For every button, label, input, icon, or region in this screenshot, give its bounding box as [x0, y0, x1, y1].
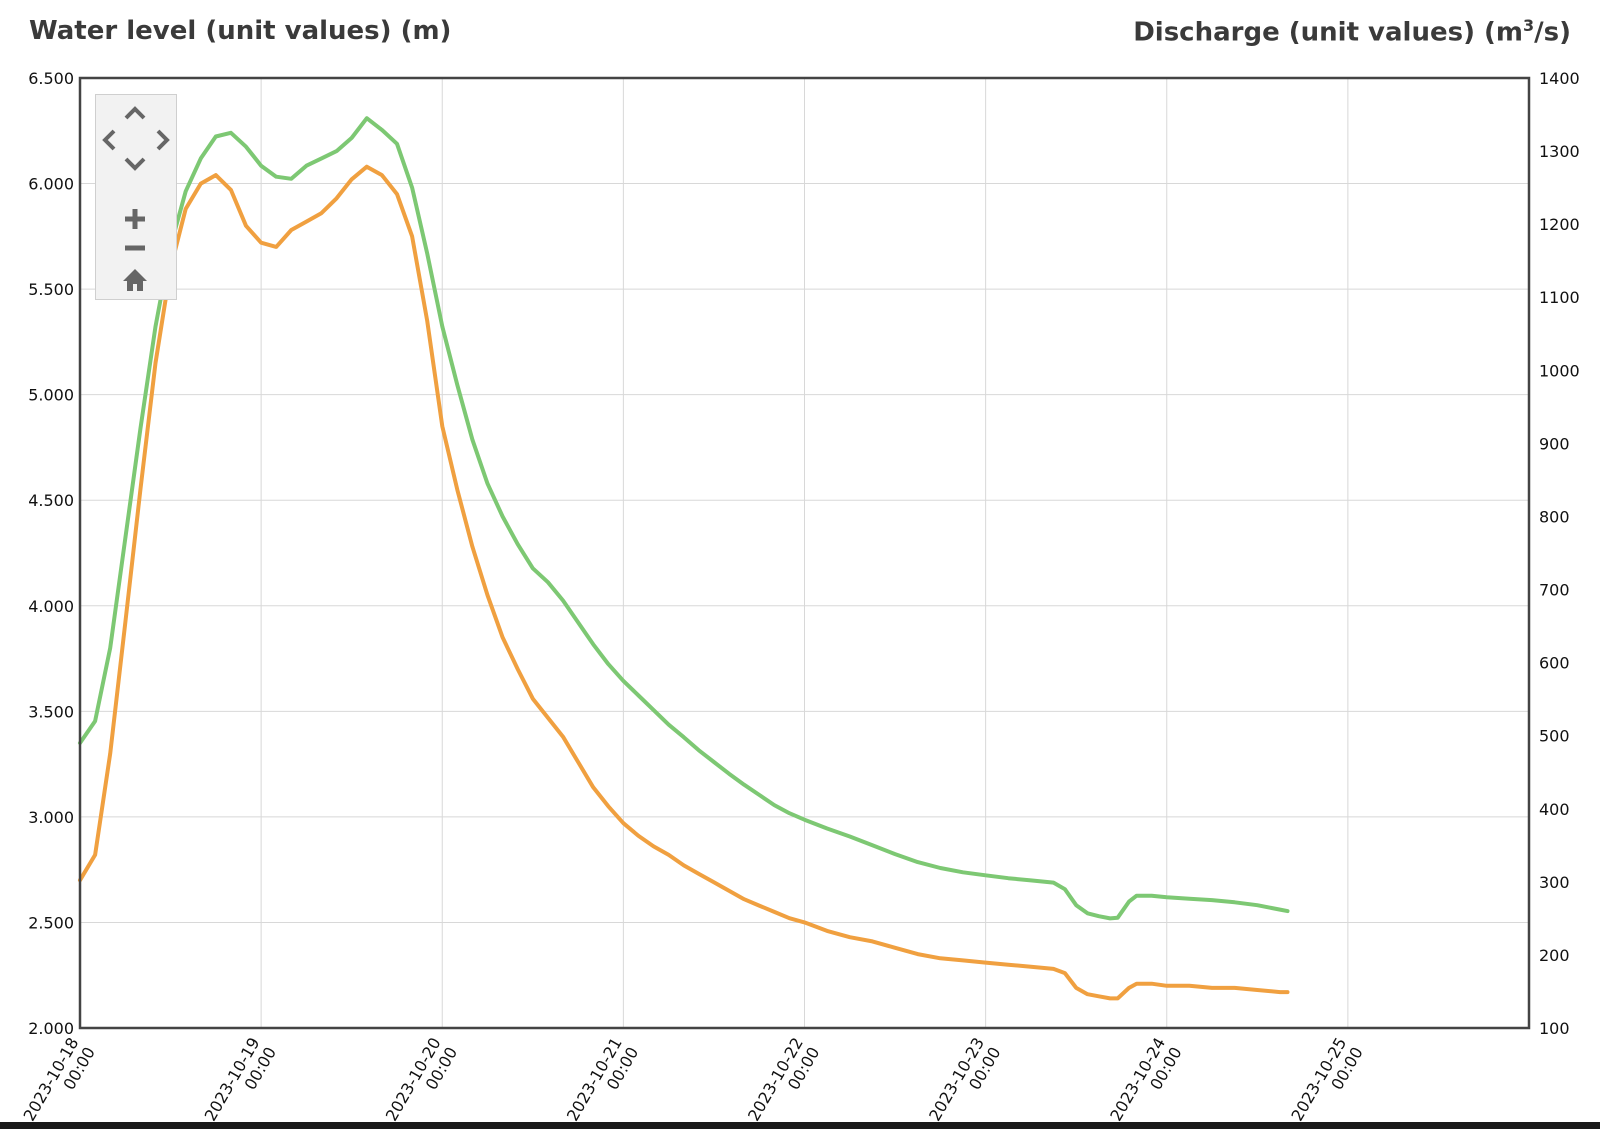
reset-zoom-button[interactable]: [122, 267, 148, 293]
y-right-tick-label: 100: [1539, 1019, 1570, 1038]
y-right-tick-label: 400: [1539, 800, 1570, 819]
water-level-series-line: [78, 164, 1290, 1001]
right-axis-title-text: Discharge (unit values) (m: [1133, 17, 1523, 48]
y-right-tick-label: 500: [1539, 727, 1570, 746]
y-right-tick-label: 1100: [1539, 288, 1580, 307]
home-icon: [123, 269, 147, 291]
y-left-tick-label: 5.000: [28, 386, 74, 405]
y-left-tick-label: 5.500: [28, 280, 74, 299]
y-right-tick-label: 300: [1539, 873, 1570, 892]
y-right-tick-label: 700: [1539, 581, 1570, 600]
y-left-tick-label: 2.500: [28, 913, 74, 932]
y-right-tick-label: 1200: [1539, 215, 1580, 234]
pan-down-button[interactable]: [123, 155, 147, 173]
bottom-strip: [0, 1122, 1600, 1129]
right-axis-title: Discharge (unit values) (m3/s): [1133, 16, 1571, 48]
y-right-tick-label: 1000: [1539, 361, 1580, 380]
y-left-tick-label: 6.500: [28, 69, 74, 88]
plus-icon: [125, 209, 145, 229]
y-right-tick-label: 1400: [1539, 69, 1580, 88]
pan-left-button[interactable]: [100, 128, 118, 152]
y-right-tick-label: 200: [1539, 946, 1570, 965]
y-right-tick-label: 600: [1539, 654, 1570, 673]
y-left-tick-label: 2.000: [28, 1019, 74, 1038]
y-left-tick-label: 6.000: [28, 175, 74, 194]
y-left-tick-label: 4.500: [28, 491, 74, 510]
right-axis-title-sup: 3: [1523, 16, 1535, 35]
y-left-tick-label: 4.000: [28, 597, 74, 616]
discharge-series-line: [78, 116, 1290, 921]
pan-right-button[interactable]: [154, 128, 172, 152]
y-right-tick-label: 1300: [1539, 142, 1580, 161]
chevron-left-icon: [102, 129, 116, 151]
zoom-in-button[interactable]: [123, 207, 147, 231]
chevron-right-icon: [156, 129, 170, 151]
pan-up-button[interactable]: [123, 103, 147, 121]
y-right-tick-label: 900: [1539, 434, 1570, 453]
chevron-down-icon: [124, 157, 146, 171]
zoom-out-button[interactable]: [123, 240, 147, 256]
y-left-tick-label: 3.000: [28, 808, 74, 827]
minus-icon: [125, 245, 145, 251]
plot-frame: [78, 76, 1531, 1030]
right-axis-title-suffix: /s): [1534, 17, 1571, 48]
y-right-tick-label: 800: [1539, 507, 1570, 526]
navigation-panel: [95, 94, 177, 300]
left-axis-title: Water level (unit values) (m): [29, 16, 452, 46]
chevron-up-icon: [124, 106, 146, 120]
y-left-tick-label: 3.500: [28, 702, 74, 721]
